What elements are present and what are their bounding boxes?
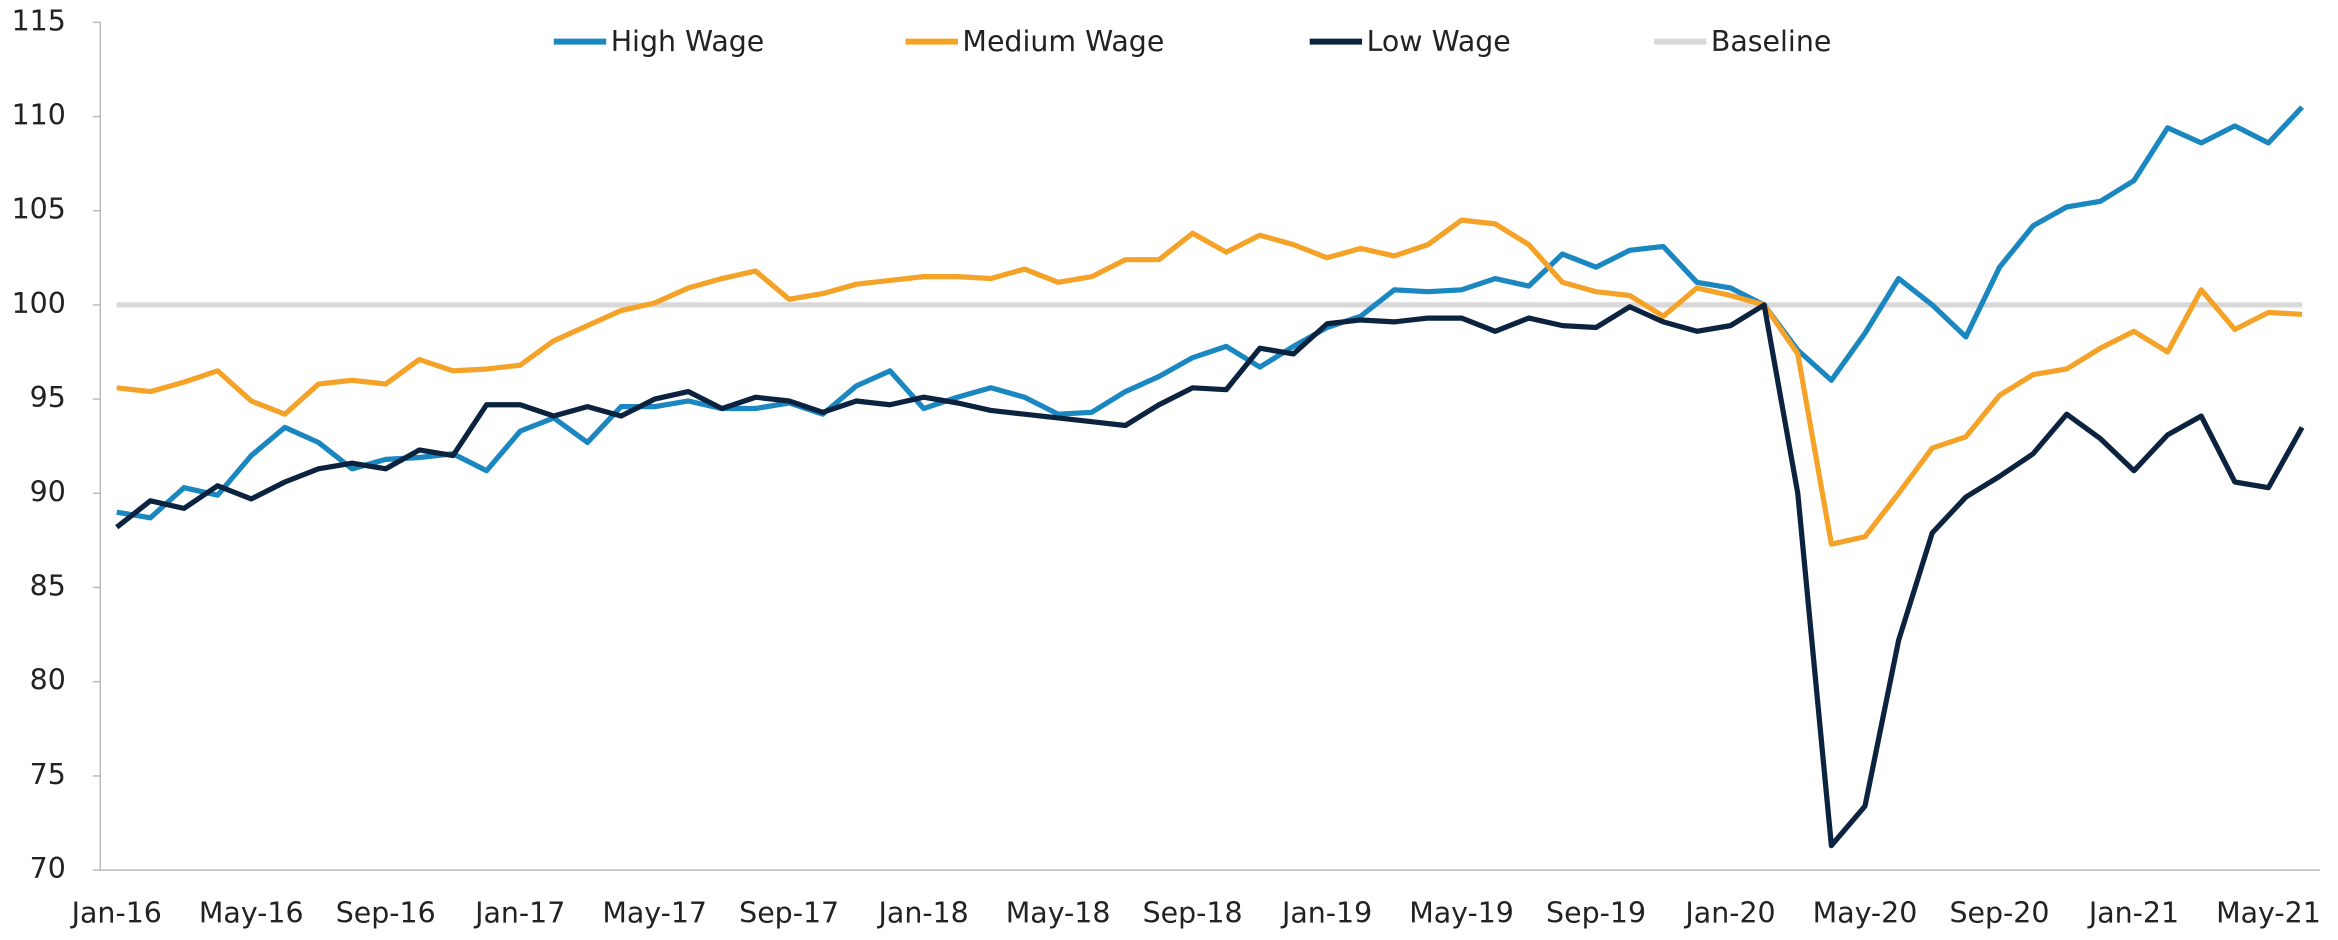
y-tick-label: 75 [30,758,66,791]
x-tick-label: May-20 [1813,897,1918,930]
legend-label: Medium Wage [962,25,1164,58]
legend-label: High Wage [611,25,765,58]
x-tick-label: May-17 [602,897,707,930]
x-tick-label: Jan-19 [1280,897,1372,930]
x-tick-label: May-16 [199,897,304,930]
y-tick-label: 115 [12,4,66,37]
y-tick-label: 90 [30,475,66,508]
series-line [116,105,2304,521]
y-tick-label: 95 [30,381,66,414]
x-tick-label: Jan-18 [877,897,969,930]
y-tick-label: 105 [12,193,66,226]
x-tick-label: Jan-21 [2087,897,2179,930]
x-tick-label: Sep-18 [1143,897,1243,930]
y-tick-label: 70 [30,852,66,885]
x-tick-label: May-19 [1409,897,1514,930]
series-line [116,217,2303,547]
legend-label: Baseline [1711,25,1831,58]
legend-label: Low Wage [1367,25,1511,58]
x-tick-label: May-18 [1006,897,1111,930]
x-tick-label: Sep-16 [336,897,436,930]
x-tick-label: Sep-19 [1546,897,1646,930]
y-tick-label: 80 [30,664,66,697]
x-tick-label: Jan-16 [70,897,162,930]
x-tick-label: Jan-20 [1683,897,1775,930]
y-tick-label: 85 [30,570,66,603]
x-tick-label: Jan-17 [473,897,565,930]
series-line [115,302,2305,849]
x-tick-label: May-21 [2216,897,2321,930]
x-tick-label: Sep-20 [1949,897,2049,930]
y-tick-label: 110 [12,99,66,132]
x-tick-label: Sep-17 [739,897,839,930]
y-tick-label: 100 [12,287,66,320]
